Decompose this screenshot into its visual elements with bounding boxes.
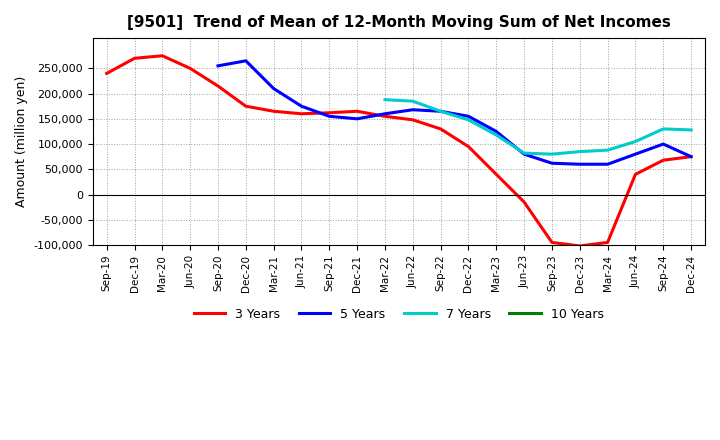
- 7 Years: [659, 126, 667, 132]
- 5 Years: [631, 151, 640, 157]
- 7 Years: [575, 149, 584, 154]
- Line: 7 Years: 7 Years: [385, 99, 691, 154]
- 7 Years: [381, 97, 390, 102]
- 3 Years: [408, 117, 417, 122]
- 5 Years: [603, 161, 612, 167]
- 5 Years: [353, 116, 361, 121]
- 7 Years: [631, 139, 640, 144]
- 3 Years: [492, 172, 500, 177]
- 5 Years: [520, 151, 528, 157]
- 7 Years: [687, 127, 696, 132]
- 5 Years: [381, 111, 390, 117]
- 3 Years: [102, 71, 111, 76]
- 3 Years: [381, 114, 390, 119]
- 7 Years: [436, 109, 445, 114]
- 7 Years: [408, 99, 417, 104]
- 5 Years: [269, 86, 278, 91]
- 3 Years: [130, 55, 139, 61]
- 3 Years: [353, 109, 361, 114]
- Legend: 3 Years, 5 Years, 7 Years, 10 Years: 3 Years, 5 Years, 7 Years, 10 Years: [189, 303, 608, 326]
- 5 Years: [325, 114, 333, 119]
- 3 Years: [603, 240, 612, 245]
- 3 Years: [520, 199, 528, 205]
- 5 Years: [436, 109, 445, 114]
- 5 Years: [659, 141, 667, 147]
- 5 Years: [687, 154, 696, 159]
- 3 Years: [158, 53, 166, 59]
- 7 Years: [548, 151, 557, 157]
- 3 Years: [325, 110, 333, 115]
- 3 Years: [575, 243, 584, 249]
- 3 Years: [659, 158, 667, 163]
- 7 Years: [603, 147, 612, 153]
- 3 Years: [297, 111, 306, 117]
- Line: 3 Years: 3 Years: [107, 56, 691, 246]
- 3 Years: [548, 240, 557, 245]
- 5 Years: [575, 161, 584, 167]
- 3 Years: [214, 84, 222, 89]
- 5 Years: [464, 114, 473, 119]
- 7 Years: [464, 117, 473, 122]
- Title: [9501]  Trend of Mean of 12-Month Moving Sum of Net Incomes: [9501] Trend of Mean of 12-Month Moving …: [127, 15, 671, 30]
- Line: 5 Years: 5 Years: [218, 61, 691, 164]
- 3 Years: [631, 172, 640, 177]
- 5 Years: [492, 129, 500, 134]
- 3 Years: [241, 103, 250, 109]
- 5 Years: [214, 63, 222, 69]
- 7 Years: [520, 150, 528, 156]
- 3 Years: [186, 66, 194, 71]
- 3 Years: [436, 126, 445, 132]
- 7 Years: [492, 132, 500, 138]
- 5 Years: [548, 161, 557, 166]
- 3 Years: [464, 144, 473, 149]
- Y-axis label: Amount (million yen): Amount (million yen): [15, 76, 28, 207]
- 5 Years: [241, 58, 250, 63]
- 3 Years: [269, 109, 278, 114]
- 5 Years: [297, 103, 306, 109]
- 3 Years: [687, 154, 696, 159]
- 5 Years: [408, 107, 417, 112]
